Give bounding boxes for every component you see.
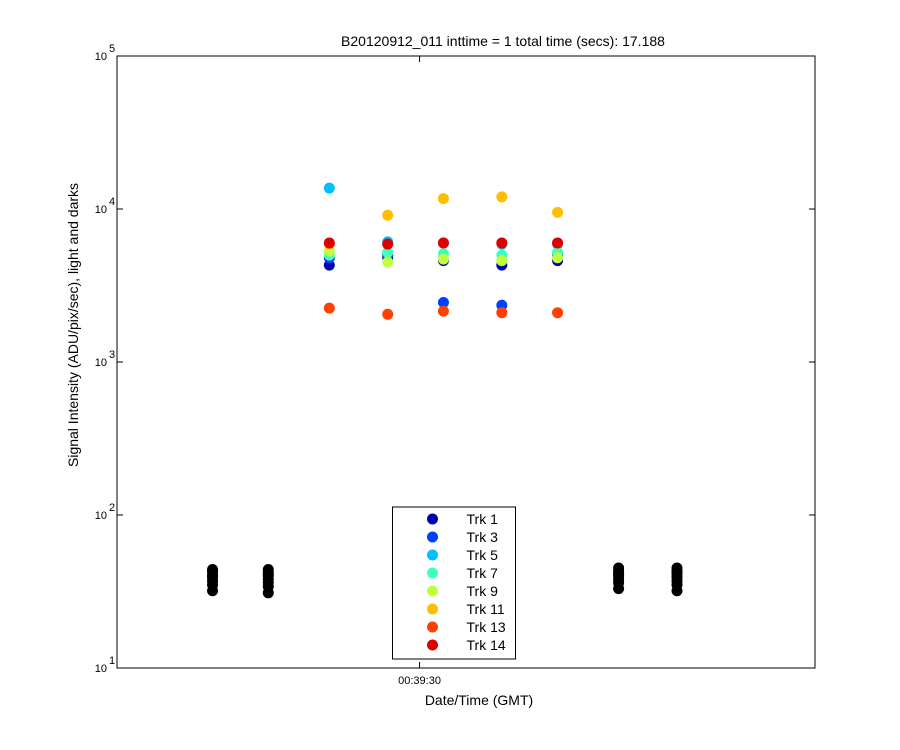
dark-point <box>613 562 625 574</box>
legend-box <box>392 506 516 660</box>
point <box>496 237 508 249</box>
legend: Trk 1 Trk 3 Trk 5 Trk 7 Trk 9 Trk 11 Trk 13 Trk… <box>392 506 516 660</box>
point <box>382 256 394 268</box>
point <box>323 302 335 314</box>
legend-marker <box>427 585 438 597</box>
point <box>382 308 394 320</box>
legend-label: Trk 11 <box>467 601 505 617</box>
legend-marker <box>427 639 438 651</box>
legend-label: Trk 1 <box>467 511 499 527</box>
y-tick-exponent: 3 <box>109 349 115 361</box>
x-tick-label: 00:39:30 <box>398 675 441 687</box>
point <box>437 193 449 205</box>
point <box>496 191 508 203</box>
legend-label: Trk 9 <box>467 583 499 599</box>
point <box>323 182 335 194</box>
point <box>437 296 449 308</box>
legend-marker <box>427 531 438 543</box>
point <box>552 307 564 319</box>
point <box>496 255 508 267</box>
y-tick-label: 10 <box>95 51 107 63</box>
point <box>382 209 394 221</box>
y-tick-exponent: 1 <box>109 655 115 667</box>
legend-marker <box>427 603 438 615</box>
point <box>552 206 564 218</box>
y-tick-exponent: 2 <box>109 502 115 514</box>
legend-marker <box>427 513 438 525</box>
y-tick-label: 10 <box>95 510 107 522</box>
legend-label: Trk 13 <box>467 619 506 635</box>
y-tick-label: 10 <box>95 204 107 216</box>
y-tick-exponent: 5 <box>109 43 115 55</box>
point <box>437 237 449 249</box>
dark-point <box>207 564 219 576</box>
legend-marker <box>427 567 438 579</box>
x-axis-label: Date/Time (GMT) <box>425 692 533 708</box>
point <box>552 252 564 264</box>
legend-label: Trk 3 <box>467 529 499 545</box>
point <box>323 237 335 249</box>
point <box>552 237 564 249</box>
point <box>496 307 508 319</box>
point <box>437 305 449 317</box>
dark-point <box>262 564 274 576</box>
legend-label: Trk 7 <box>467 565 499 581</box>
legend-marker <box>427 549 438 561</box>
point <box>382 246 394 258</box>
legend-marker <box>427 621 438 633</box>
point <box>382 238 394 250</box>
y-axis-label: Signal Intensity (ADU/pix/sec), light an… <box>65 183 81 467</box>
chart-title: B20120912_011 inttime = 1 total time (se… <box>341 33 665 49</box>
point <box>437 253 449 265</box>
y-tick-exponent: 4 <box>109 196 115 208</box>
dark-point <box>671 562 683 574</box>
y-tick-label: 10 <box>95 357 107 369</box>
legend-label: Trk 5 <box>467 547 499 563</box>
legend-label: Trk 14 <box>467 637 506 653</box>
y-tick-label: 10 <box>95 663 107 675</box>
